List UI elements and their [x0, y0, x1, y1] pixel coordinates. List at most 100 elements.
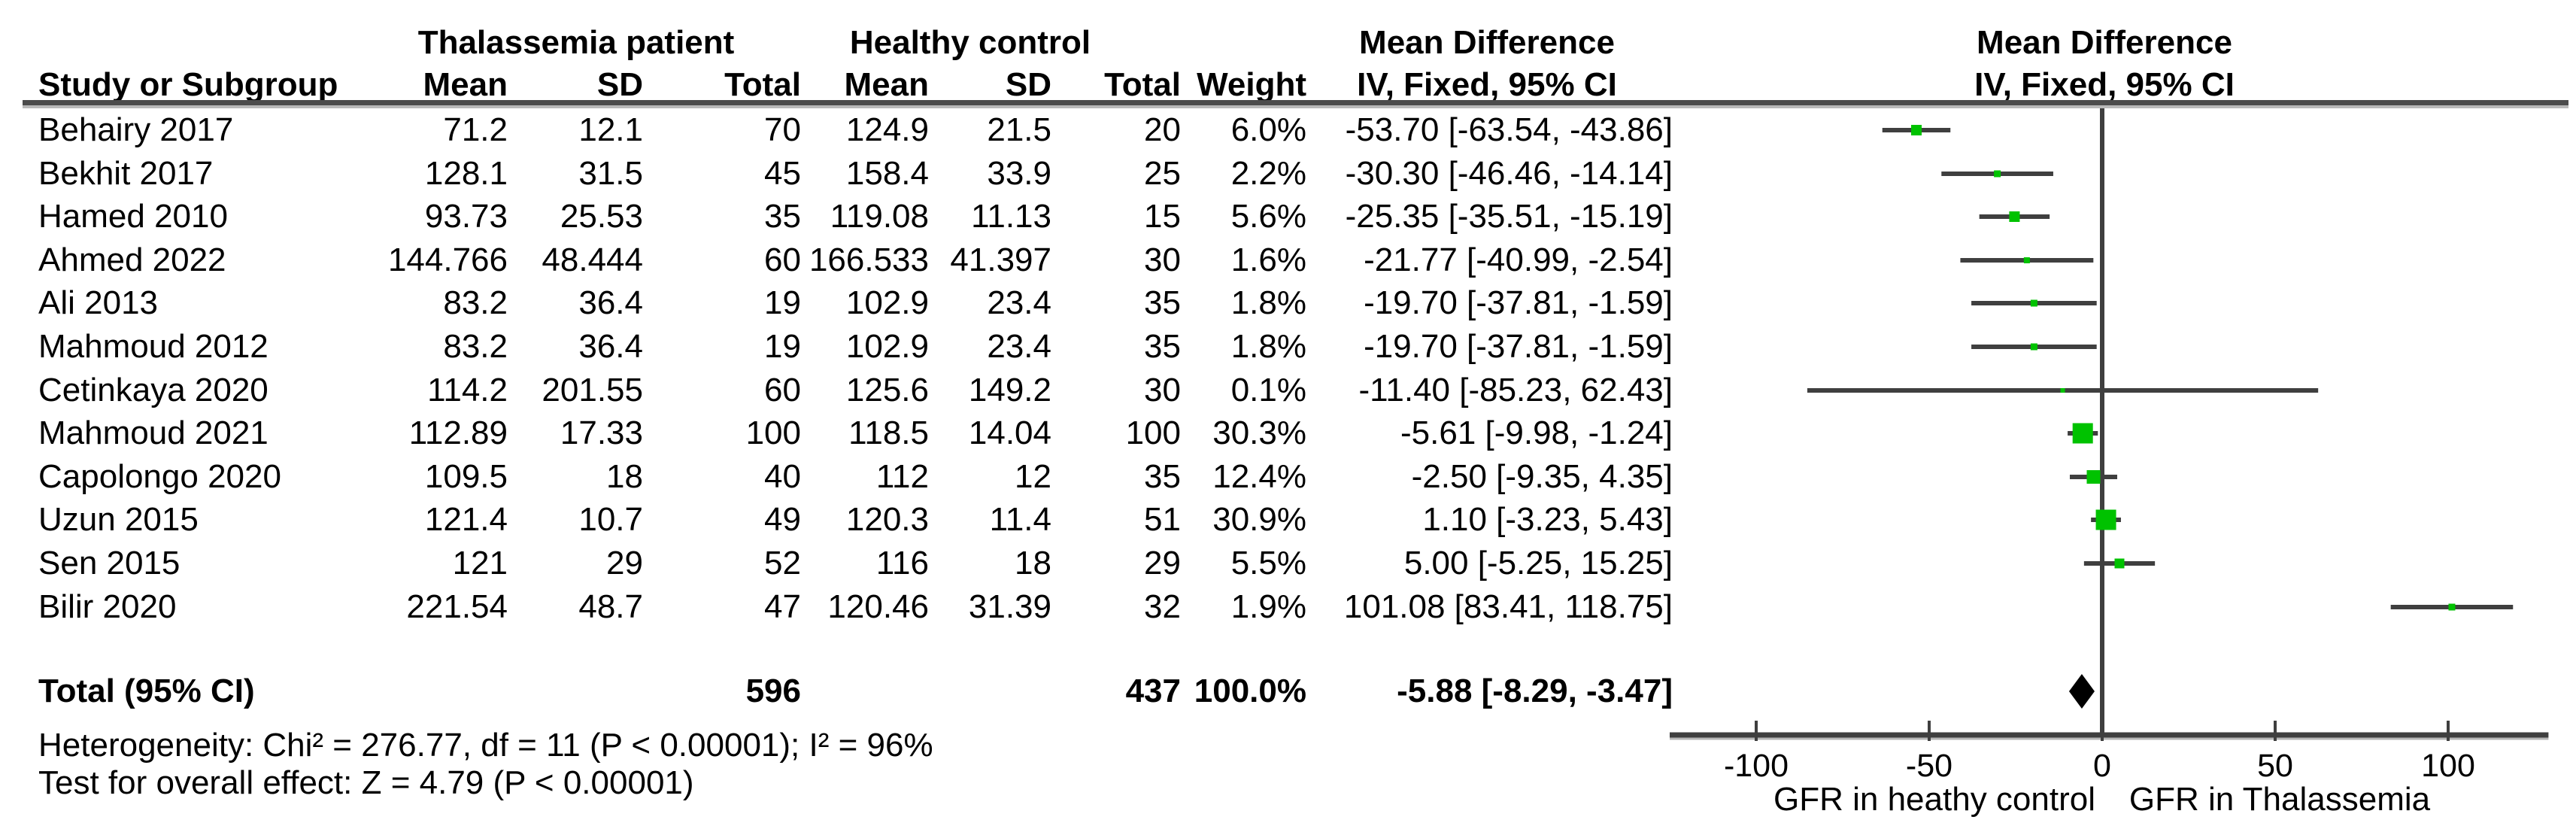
effect-marker — [2030, 299, 2037, 307]
sd-control-value: 31.39 — [968, 588, 1051, 625]
effect-marker — [2095, 509, 2116, 530]
total-control-value: 51 — [1144, 501, 1181, 538]
ci-text-value: -19.70 [-37.81, -1.59] — [1364, 328, 1673, 365]
total-control-value: 100 — [1125, 414, 1181, 451]
ci-text-value: -2.50 [-9.35, 4.35] — [1411, 458, 1673, 495]
mean-control-value: 120.3 — [845, 501, 929, 538]
total-control-value: 32 — [1144, 588, 1181, 625]
study-label: Ali 2013 — [38, 284, 159, 321]
weight-value: 1.9% — [1230, 588, 1306, 625]
mean-control-value: 102.9 — [845, 328, 929, 365]
total-thalassemia-value: 60 — [764, 241, 801, 278]
ci-text-value: -11.40 [-85.23, 62.43] — [1358, 372, 1673, 408]
study-label: Behairy 2017 — [38, 111, 234, 148]
weight-value: 1.8% — [1230, 284, 1306, 321]
heterogeneity-stat: Heterogeneity: Chi² = 276.77, df = 11 (P… — [38, 727, 933, 764]
table-row: Mahmoud 2021 112.89 17.33 100 118.5 14.0… — [0, 411, 2576, 455]
total-control-value: 15 — [1144, 198, 1181, 235]
mean-thalassemia-value: 83.2 — [443, 284, 508, 321]
mean-thalassemia-value: 121 — [452, 545, 508, 581]
col-header-sd-control: SD — [1005, 66, 1051, 103]
mean-thalassemia-value: 83.2 — [443, 328, 508, 365]
sd-control-value: 23.4 — [987, 284, 1051, 321]
total-n-control: 437 — [1125, 673, 1181, 709]
table-row: Capolongo 2020 109.5 18 40 112 12 35 12.… — [0, 455, 2576, 499]
ci-text-value: -25.35 [-35.51, -15.19] — [1345, 198, 1673, 235]
sd-control-value: 33.9 — [987, 155, 1051, 192]
total-diamond — [2068, 674, 2095, 709]
sd-control-value: 18 — [1015, 545, 1051, 581]
total-thalassemia-value: 45 — [764, 155, 801, 192]
axis-tick-label: 100 — [2421, 748, 2475, 784]
sd-thalassemia-value: 29 — [606, 545, 643, 581]
total-thalassemia-value: 60 — [764, 372, 801, 408]
ci-text-value: 5.00 [-5.25, 15.25] — [1403, 545, 1673, 581]
effect-marker — [2030, 343, 2037, 351]
col-header-mean-control: Mean — [844, 66, 929, 103]
mean-control-value: 158.4 — [845, 155, 929, 192]
weight-value: 30.9% — [1212, 501, 1306, 538]
total-control-value: 35 — [1144, 458, 1181, 495]
header-rule — [23, 100, 2568, 108]
mean-thalassemia-value: 114.2 — [427, 372, 508, 408]
ci-text-value: -5.61 [-9.98, -1.24] — [1400, 414, 1673, 451]
effect-marker — [2060, 388, 2065, 393]
mean-control-value: 102.9 — [845, 284, 929, 321]
study-label: Ahmed 2022 — [38, 241, 226, 278]
ci-text-value: -19.70 [-37.81, -1.59] — [1364, 284, 1673, 321]
effect-marker — [2072, 423, 2093, 444]
mean-control-value: 116 — [875, 545, 929, 581]
ci-text-value: -53.70 [-63.54, -43.86] — [1345, 111, 1673, 148]
total-thalassemia-value: 35 — [764, 198, 801, 235]
mean-control-value: 125.6 — [845, 372, 929, 408]
sd-thalassemia-value: 36.4 — [578, 284, 643, 321]
sd-thalassemia-value: 36.4 — [578, 328, 643, 365]
sd-thalassemia-value: 25.53 — [560, 198, 643, 235]
effect-marker — [2086, 470, 2101, 484]
total-thalassemia-value: 49 — [764, 501, 801, 538]
table-row: Mahmoud 2012 83.2 36.4 19 102.9 23.4 35 … — [0, 325, 2576, 369]
study-label: Mahmoud 2012 — [38, 328, 269, 365]
ci-text-value: 1.10 [-3.23, 5.43] — [1422, 501, 1673, 538]
table-row: Hamed 2010 93.73 25.53 35 119.08 11.13 1… — [0, 195, 2576, 238]
total-weight: 100.0% — [1194, 673, 1306, 709]
group-header-thalassemia: Thalassemia patient — [417, 24, 735, 61]
sd-thalassemia-value: 201.55 — [542, 372, 643, 408]
sd-control-value: 11.4 — [989, 501, 1051, 538]
table-row: Behairy 2017 71.2 12.1 70 124.9 21.5 20 … — [0, 108, 2576, 152]
axis-tick-label: -50 — [1906, 748, 1952, 784]
study-label: Capolongo 2020 — [38, 458, 281, 495]
weight-value: 5.6% — [1230, 198, 1306, 235]
sd-control-value: 149.2 — [968, 372, 1051, 408]
mean-control-value: 118.5 — [848, 414, 929, 451]
sd-thalassemia-value: 10.7 — [578, 501, 643, 538]
total-thalassemia-value: 19 — [764, 284, 801, 321]
total-control-value: 30 — [1144, 372, 1181, 408]
sd-thalassemia-value: 17.33 — [560, 414, 643, 451]
sd-control-value: 41.397 — [950, 241, 1051, 278]
mean-difference-text-header: Mean Difference — [1359, 24, 1615, 61]
weight-value: 1.8% — [1230, 328, 1306, 365]
effect-marker — [2114, 558, 2125, 569]
study-label: Sen 2015 — [38, 545, 181, 581]
total-label: Total (95% CI) — [38, 673, 255, 709]
col-header-mean-thalassemia: Mean — [423, 66, 508, 103]
mean-thalassemia-value: 121.4 — [424, 501, 508, 538]
mean-control-value: 166.533 — [809, 241, 929, 278]
sd-thalassemia-value: 31.5 — [578, 155, 643, 192]
col-header-ci-text: IV, Fixed, 95% CI — [1357, 66, 1617, 103]
group-header-healthy-control: Healthy control — [849, 24, 1091, 61]
effect-marker — [2023, 257, 2030, 263]
total-thalassemia-value: 40 — [764, 458, 801, 495]
table-row: Cetinkaya 2020 114.2 201.55 60 125.6 149… — [0, 369, 2576, 412]
sd-thalassemia-value: 48.7 — [578, 588, 643, 625]
col-header-total-control: Total — [1104, 66, 1181, 103]
mean-control-value: 112 — [875, 458, 929, 495]
mean-thalassemia-value: 221.54 — [406, 588, 508, 625]
axis-tick-label: 0 — [2093, 748, 2111, 784]
sd-thalassemia-value: 12.1 — [578, 111, 643, 148]
col-header-weight: Weight — [1197, 66, 1306, 103]
table-row: Uzun 2015 121.4 10.7 49 120.3 11.4 51 30… — [0, 498, 2576, 542]
axis-tick-label: 50 — [2257, 748, 2293, 784]
